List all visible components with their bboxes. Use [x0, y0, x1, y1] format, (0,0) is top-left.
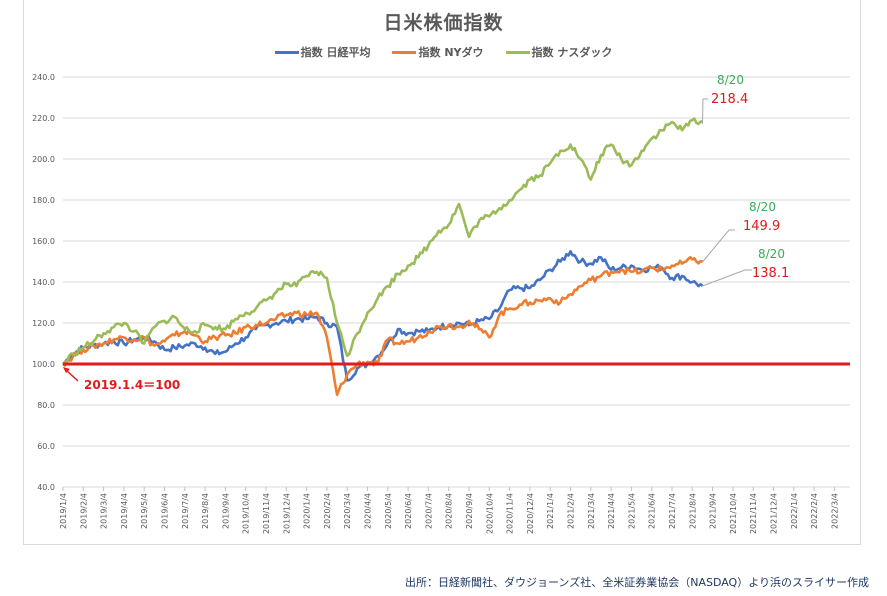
series-line [62, 117, 703, 365]
nasdaq-label-value: 218.4 [711, 92, 748, 107]
x-tick-label: 2022/1/4 [790, 493, 799, 529]
x-tick-label: 2019/6/4 [161, 493, 170, 529]
legend-item-dow[interactable]: 指数 NYダウ [392, 44, 484, 60]
x-tick-label: 2019/7/4 [181, 493, 190, 529]
x-tick-label: 2020/7/4 [424, 493, 433, 529]
source-note: 出所：日経新聞社、ダウジョーンズ社、全米証券業協会（NASDAQ）より浜のスライ… [404, 576, 869, 589]
x-tick-label: 2021/5/4 [627, 493, 636, 529]
x-tick-label: 2021/12/4 [770, 493, 779, 534]
nasdaq-label-leader [701, 98, 708, 125]
nikkei-label-value: 138.1 [752, 266, 789, 281]
x-tick-label: 2020/12/4 [526, 493, 535, 534]
nasdaq-label-date: 8/20 [717, 73, 744, 87]
y-axis: 40.0 60.0 80.0 100.0 120.0 140.0 160.0 180.0 200… [32, 73, 55, 492]
x-tick-label: 2019/10/4 [242, 493, 251, 534]
x-tick-label: 2019/5/4 [140, 493, 149, 529]
x-tick-label: 2020/10/4 [485, 493, 494, 534]
x-tick-label: 2019/4/4 [120, 493, 129, 529]
x-tick-label: 2021/2/4 [567, 493, 576, 529]
annotations: 8/20 218.4 8/20 149.9 8/20 138.1 2019.1.4＝100 [63, 73, 789, 392]
legend-swatch-nasdaq [505, 50, 530, 54]
legend: 指数 日経平均 指数 NYダウ 指数 ナスダック [0, 44, 887, 60]
legend-swatch-nikkei [274, 50, 299, 54]
baseline-arrow [65, 369, 79, 382]
legend-label-dow: 指数 NYダウ [418, 46, 484, 59]
legend-item-nikkei[interactable]: 指数 日経平均 [274, 44, 371, 60]
dow-label-leader [702, 229, 735, 263]
y-tick-label: 60.0 [37, 442, 55, 451]
x-tick-label: 2019/12/4 [282, 493, 291, 534]
x-tick-label: 2019/9/4 [221, 493, 230, 529]
dow-label-value: 149.9 [743, 219, 780, 234]
x-tick-label: 2022/2/4 [810, 493, 819, 529]
dow-label-date: 8/20 [749, 200, 776, 214]
baseline-arrowhead [63, 367, 70, 373]
x-tick-label: 2020/2/4 [323, 493, 332, 529]
y-tick-label: 220.0 [32, 114, 55, 123]
y-tick-label: 160.0 [32, 237, 55, 246]
legend-item-nasdaq[interactable]: 指数 ナスダック [505, 44, 613, 60]
gridlines [63, 76, 850, 488]
x-tick-label: 2021/4/4 [607, 493, 616, 529]
x-tick-label: 2021/3/4 [587, 493, 596, 529]
legend-label-nikkei: 指数 日経平均 [300, 46, 371, 59]
y-tick-label: 80.0 [37, 401, 55, 410]
x-tick-label: 2019/8/4 [201, 493, 210, 529]
x-tick-label: 2021/8/4 [688, 493, 697, 529]
x-tick-label: 2022/3/4 [830, 493, 839, 529]
x-tick-label: 2020/9/4 [465, 493, 474, 529]
y-tick-label: 100.0 [32, 360, 55, 369]
y-tick-label: 180.0 [32, 196, 55, 205]
legend-label-nasdaq: 指数 ナスダック [531, 46, 613, 59]
x-tick-label: 2021/7/4 [668, 493, 677, 529]
y-tick-label: 200.0 [32, 155, 55, 164]
y-tick-label: 240.0 [32, 73, 55, 82]
x-tick-label: 2019/1/4 [59, 493, 68, 529]
x-tick-label: 2021/6/4 [648, 493, 657, 529]
chart-frame [23, 0, 861, 545]
x-tick-label: 2021/11/4 [749, 493, 758, 534]
x-tick-label: 2019/11/4 [262, 493, 271, 534]
y-tick-label: 140.0 [32, 278, 55, 287]
chart-title: 日米株価指数 [383, 12, 504, 34]
x-tick-label: 2020/6/4 [404, 493, 413, 529]
series-line [62, 255, 703, 397]
baseline-note: 2019.1.4＝100 [84, 378, 180, 392]
x-tick-label: 2020/8/4 [445, 493, 454, 529]
x-tick-label: 2020/3/4 [343, 493, 352, 529]
x-tick-label: 2021/1/4 [546, 493, 555, 529]
legend-swatch-dow [392, 50, 417, 54]
x-tick-label: 2020/11/4 [506, 493, 515, 534]
nikkei-label-leader [702, 269, 752, 287]
x-tick-label: 2019/2/4 [79, 493, 88, 529]
y-tick-label: 120.0 [32, 319, 55, 328]
nikkei-label-date: 8/20 [758, 247, 785, 261]
x-tick-label: 2020/1/4 [303, 493, 312, 529]
x-tick-label: 2021/9/4 [709, 493, 718, 529]
x-tick-label: 2020/5/4 [384, 493, 393, 529]
series-lines [62, 117, 704, 397]
x-tick-label: 2020/4/4 [364, 493, 373, 529]
x-tick-label: 2019/3/4 [100, 493, 109, 529]
x-tick-label: 2021/10/4 [729, 493, 738, 534]
x-axis: 2019/1/4 2019/2/4 2019/3/4 2019/4/4 2019/5/4… [59, 486, 850, 534]
y-tick-label: 40.0 [37, 483, 55, 492]
